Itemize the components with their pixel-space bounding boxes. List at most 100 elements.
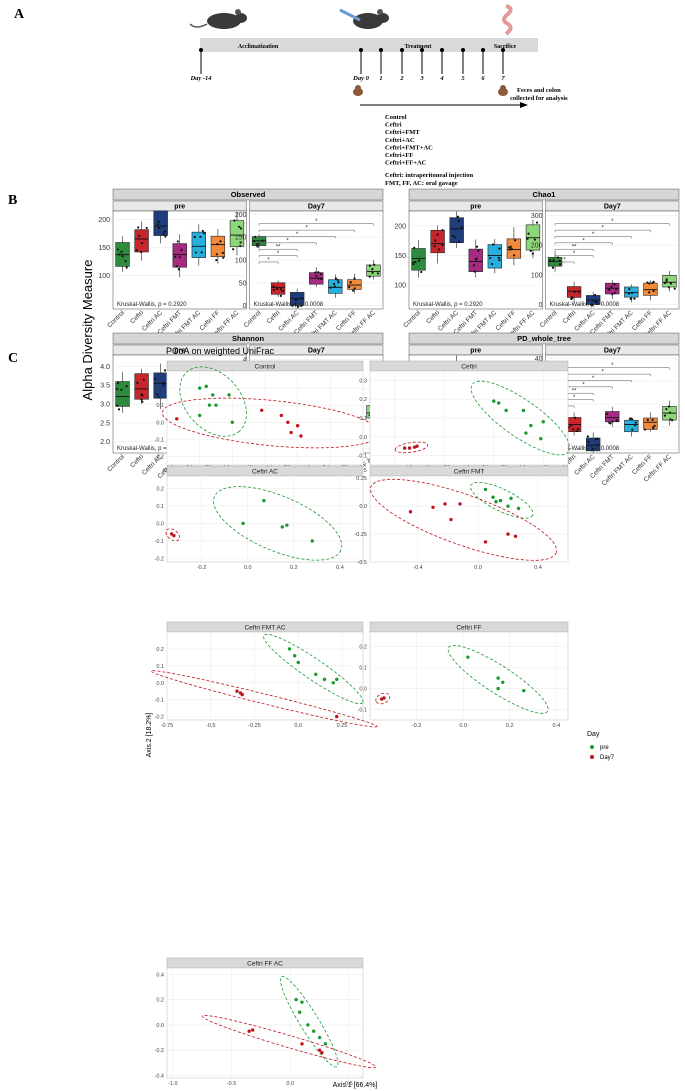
y-tick-label: 100: [531, 272, 543, 279]
day7-point: [300, 1042, 304, 1046]
timeline-node: [420, 48, 424, 52]
pre-point: [297, 1010, 302, 1014]
data-point: [157, 220, 160, 223]
pcoa-x-tick: -0.2: [197, 565, 206, 571]
data-point: [120, 388, 123, 391]
data-point: [135, 249, 138, 252]
data-point: [498, 247, 501, 250]
pcoa-title: PCoA on weighted UniFrac: [166, 346, 275, 356]
data-point: [509, 245, 512, 248]
pre-point: [509, 496, 513, 501]
pre-point: [521, 408, 526, 413]
y-tick-label: 150: [394, 253, 406, 260]
data-point: [145, 226, 148, 230]
metric-title: Observed: [231, 190, 266, 199]
data-point: [558, 259, 561, 263]
y-tick-label: 200: [531, 243, 543, 250]
data-point: [329, 286, 332, 289]
data-point: [573, 290, 576, 294]
data-point: [489, 257, 492, 260]
data-point: [460, 226, 463, 229]
facet-title: pre: [470, 204, 481, 211]
pcoa-x-tick: -1.0: [168, 1081, 177, 1087]
data-point: [630, 297, 633, 300]
pcoa-y-tick: 0.1: [359, 416, 367, 422]
pcoa-y-tick: -0.1: [358, 708, 367, 714]
day7-point: [402, 446, 407, 450]
pre-point: [207, 403, 212, 407]
day7-ellipse: [394, 441, 429, 454]
data-point: [420, 270, 423, 274]
pcoa-facet: Ceftri FF -0.2 0.0 0.2 0.4 -0.1 0.0 0.1 0.2: [358, 621, 569, 729]
sig-star: **: [572, 389, 577, 395]
pcoa-y-label: Axis.2 [18.2%]: [146, 713, 153, 758]
pcoa-y-tick: 0.0: [156, 521, 164, 527]
pcoa-y-tick: -0.2: [155, 556, 164, 562]
data-point: [320, 277, 323, 281]
y-tick-label: 3.0: [100, 402, 110, 409]
day7-point: [415, 444, 419, 448]
data-point: [648, 282, 651, 285]
box-ceftri-ff-ac: [229, 220, 245, 247]
data-point: [613, 283, 616, 286]
pcoa-y-tick: 0.25: [356, 476, 367, 482]
panel-c: C PCoA on weighted UniFrac Control -0.1 0.…: [8, 346, 615, 1089]
data-point: [142, 378, 145, 381]
group-name: Ceftri+FF+AC: [385, 160, 427, 167]
data-point: [141, 400, 144, 403]
sig-bracket: [258, 242, 317, 245]
kruskal-wallis-text: Kruskal-Wallis, p = 0.2920: [117, 302, 187, 308]
x-tick-label: Control: [106, 453, 126, 473]
day7-ellipse: [375, 692, 391, 705]
pcoa-facet: Control-0.10.00.10.20.30.40.5-0.2-0.10.0…: [155, 360, 381, 474]
pcoa-facet-title: Ceftri AC: [252, 469, 278, 476]
pre-point: [227, 393, 231, 397]
timeline-node: [359, 48, 363, 52]
y-tick-label: 300: [531, 213, 543, 220]
pre-point: [310, 539, 314, 543]
data-point: [643, 428, 647, 431]
data-point: [121, 255, 124, 258]
arrow-head-icon: [520, 102, 528, 108]
data-point: [551, 266, 555, 269]
facet-title: pre: [174, 204, 185, 211]
feces-icon-day7: [498, 85, 508, 96]
data-point: [577, 290, 581, 293]
pcoa-plot-area: [166, 475, 364, 563]
day7-point: [169, 532, 174, 536]
data-point: [334, 277, 338, 280]
pcoa-y-tick: -0.4: [155, 1073, 164, 1079]
data-point: [628, 287, 631, 291]
data-point: [529, 249, 532, 252]
data-point: [610, 285, 613, 289]
data-point: [194, 251, 198, 254]
timeline-node: [400, 48, 404, 52]
data-point: [349, 281, 352, 284]
day7-point: [483, 540, 488, 544]
data-point: [279, 294, 283, 297]
y-tick-label: 200: [235, 212, 247, 219]
data-point: [475, 245, 479, 248]
y-tick-label: 40: [535, 356, 543, 363]
data-point: [279, 288, 282, 291]
data-point: [157, 226, 161, 230]
sig-star: *: [296, 232, 299, 238]
data-point: [293, 302, 297, 306]
data-point: [239, 244, 242, 248]
pre-point: [197, 386, 202, 390]
pre-point: [197, 413, 202, 418]
pre-point: [541, 420, 545, 424]
pre-point: [230, 420, 235, 424]
pcoa-y-tick: -0.2: [155, 1048, 164, 1054]
box-ceftri-fmt: [172, 243, 187, 268]
pre-point: [529, 423, 533, 428]
timeline-node: [501, 48, 505, 52]
pre-point: [494, 499, 498, 504]
box-ceftri-fmt-ac: [487, 244, 502, 269]
sig-star: *: [611, 363, 614, 369]
data-point: [238, 225, 241, 228]
day7-point: [279, 413, 284, 418]
data-point: [177, 268, 180, 271]
pre-point: [496, 686, 500, 691]
